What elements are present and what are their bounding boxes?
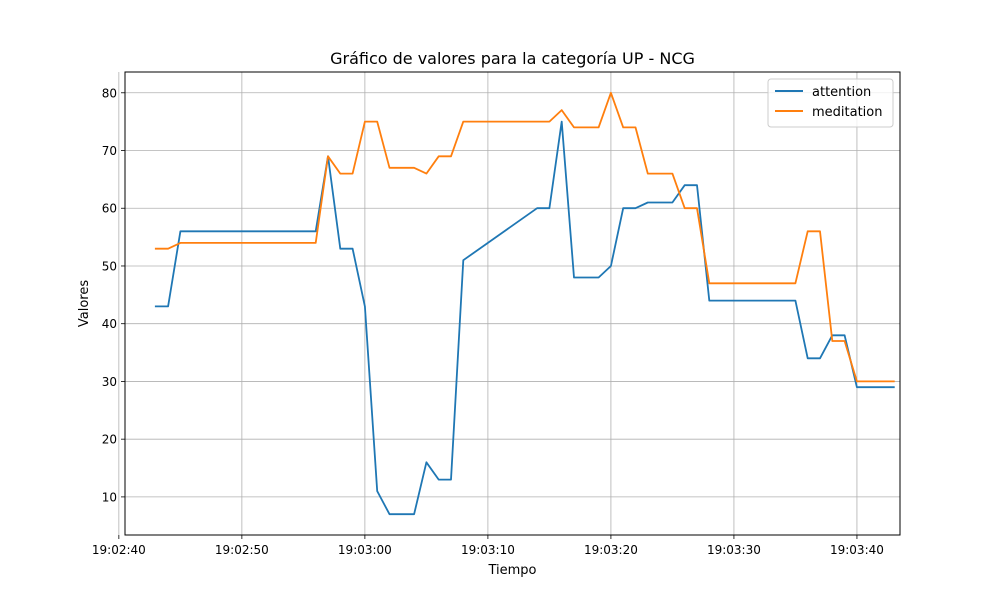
legend-label-meditation: meditation bbox=[812, 105, 883, 120]
x-tick-label: 19:03:30 bbox=[707, 543, 761, 557]
plot-series bbox=[154, 91, 895, 516]
x-axis: 19:02:40 19:02:50 19:03:00 19:03:10 19:03:20… bbox=[92, 535, 884, 557]
x-axis-label: Tiempo bbox=[487, 563, 536, 578]
x-tick-label: 19:03:40 bbox=[830, 543, 884, 557]
y-axis: 10 20 30 40 50 60 70 80 bbox=[102, 86, 125, 504]
grid bbox=[118, 72, 900, 535]
axes-frame bbox=[124, 71, 901, 536]
y-tick-label: 60 bbox=[102, 202, 117, 216]
x-tick-label: 19:02:40 bbox=[92, 543, 146, 557]
legend: attention meditation bbox=[767, 78, 894, 128]
y-tick-label: 80 bbox=[102, 86, 117, 100]
y-tick-label: 50 bbox=[102, 259, 117, 273]
x-tick-label: 19:03:20 bbox=[584, 543, 638, 557]
legend-label-attention: attention bbox=[812, 85, 871, 100]
chart-title: Gráfico de valores para la categoría UP … bbox=[330, 49, 695, 68]
series-line-attention bbox=[154, 120, 895, 516]
y-axis-label: Valores bbox=[77, 280, 92, 327]
y-tick-label: 40 bbox=[102, 317, 117, 331]
x-tick-label: 19:03:00 bbox=[338, 543, 392, 557]
x-tick-label: 19:02:50 bbox=[215, 543, 269, 557]
y-tick-label: 70 bbox=[102, 144, 117, 158]
y-tick-label: 10 bbox=[102, 490, 117, 504]
series-line-meditation bbox=[154, 91, 895, 383]
x-tick-label: 19:03:10 bbox=[461, 543, 515, 557]
y-tick-label: 20 bbox=[102, 433, 117, 447]
y-tick-label: 30 bbox=[102, 375, 117, 389]
